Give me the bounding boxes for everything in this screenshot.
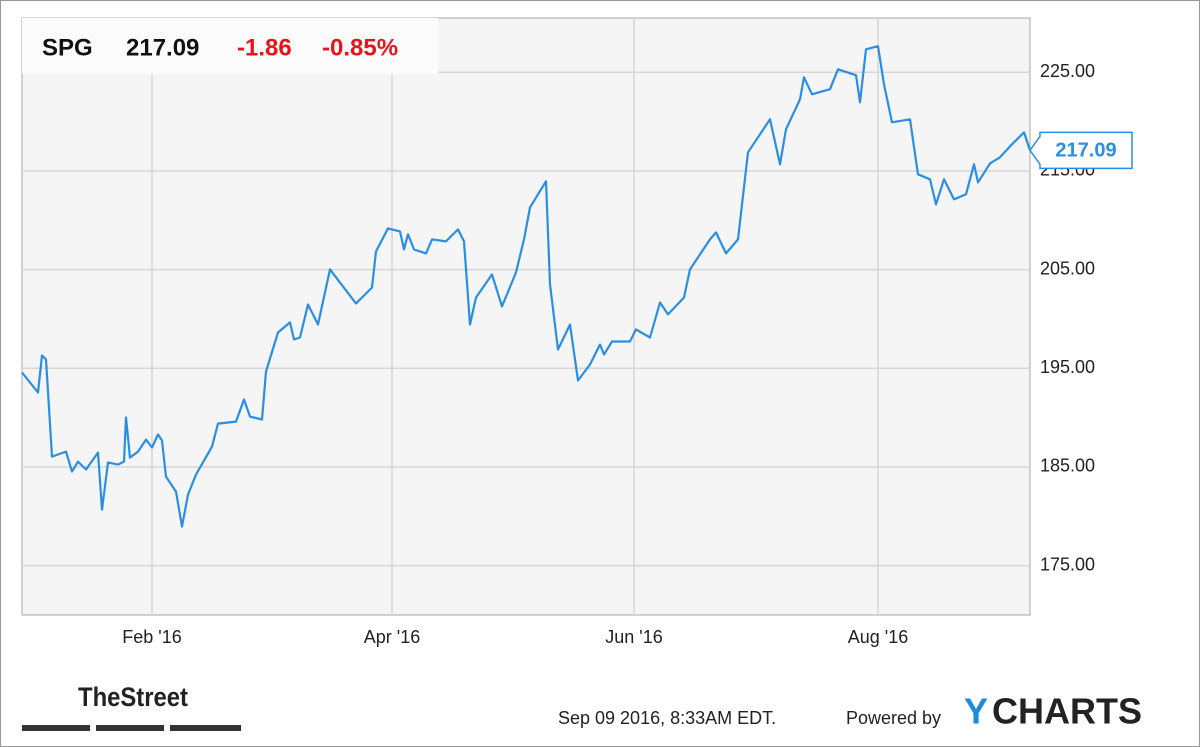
x-tick-label: Apr '16 <box>364 627 420 647</box>
ticker: SPG <box>42 34 93 61</box>
grid <box>22 18 1030 615</box>
source-logo: TheStreet <box>78 682 188 712</box>
x-tick-label: Aug '16 <box>848 627 909 647</box>
brand-y: Y <box>964 691 988 732</box>
price: 217.09 <box>126 34 199 61</box>
last-value-label: 217.09 <box>1055 140 1116 162</box>
timestamp: Sep 09 2016, 8:33AM EDT. <box>558 708 776 728</box>
y-tick-label: 175.00 <box>1040 554 1095 574</box>
x-tick-label: Feb '16 <box>122 627 181 647</box>
change: -1.86 <box>237 34 292 61</box>
logo-bar <box>170 725 241 731</box>
y-tick-label: 195.00 <box>1040 357 1095 377</box>
plot-area <box>21 17 1031 616</box>
powered-by: Powered by <box>846 708 941 728</box>
y-tick-label: 185.00 <box>1040 456 1095 476</box>
logo-bar <box>22 725 90 731</box>
change-pct: -0.85% <box>322 34 398 61</box>
logo-bar <box>96 725 164 731</box>
y-tick-label: 205.00 <box>1040 258 1095 278</box>
price-line <box>21 45 1032 528</box>
x-tick-label: Jun '16 <box>605 627 662 647</box>
y-tick-label: 225.00 <box>1040 61 1095 81</box>
last-value-box <box>1029 131 1133 170</box>
header-box <box>22 18 438 74</box>
brand-name: CHARTS <box>992 691 1142 732</box>
